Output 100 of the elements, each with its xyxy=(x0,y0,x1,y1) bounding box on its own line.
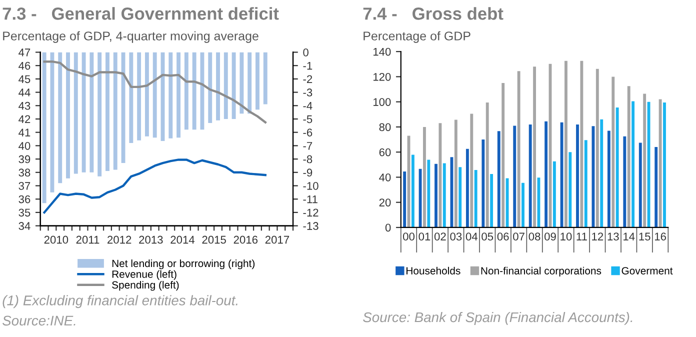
bar xyxy=(643,94,646,228)
source-note: Source:INE. xyxy=(2,316,76,326)
bar xyxy=(654,147,658,228)
bar xyxy=(616,107,619,228)
bar xyxy=(568,152,572,228)
text: (1) Excluding financial entities bail-out. xyxy=(2,295,238,308)
legend-label: Goverment xyxy=(622,267,673,274)
chart-title: 7.4 - Gross debt xyxy=(363,7,504,20)
bar xyxy=(490,174,494,228)
x-tick-label: 13 xyxy=(608,232,619,240)
x-tick-label: 15 xyxy=(639,232,650,240)
y2-tick-label: -8 xyxy=(303,155,312,164)
y2-tick-label: -13 xyxy=(303,222,318,230)
y-tick-label: 40 xyxy=(18,142,30,150)
x-tick-label: 10 xyxy=(560,232,572,240)
y-tick-label: 80 xyxy=(379,123,391,132)
y-tick-label: 44 xyxy=(18,88,30,96)
chart-title: 7.3 - General Government deficit xyxy=(2,7,279,20)
y2-tick-label: -7 xyxy=(303,142,312,150)
y-tick-label: 40 xyxy=(379,173,391,182)
bar xyxy=(528,124,532,228)
bar xyxy=(474,170,478,228)
x-tick-label: 02 xyxy=(434,232,446,240)
x-tick-label: 2014 xyxy=(170,236,195,244)
bar xyxy=(466,148,469,228)
y-tick-label: 38 xyxy=(18,168,30,177)
y-tick-label: 45 xyxy=(18,75,30,84)
bar xyxy=(522,182,524,228)
y-tick-label: 0 xyxy=(385,224,391,232)
x-tick-label: 06 xyxy=(497,232,509,240)
y-tick-label: 20 xyxy=(379,198,391,206)
x-tick-label: 2012 xyxy=(108,236,132,244)
bar xyxy=(423,126,426,228)
bar xyxy=(438,123,442,228)
bar xyxy=(627,86,630,228)
legend-label: Spending (left) xyxy=(112,280,179,291)
x-tick-label: 00 xyxy=(403,232,414,240)
bar xyxy=(418,168,422,228)
x-tick-label: 2011 xyxy=(76,236,100,244)
bar xyxy=(458,167,462,228)
legend-label: Net lending or borrowing (right) xyxy=(112,259,255,270)
y-tick-label: 100 xyxy=(373,98,391,106)
y-tick-label: 36 xyxy=(18,195,30,204)
bar xyxy=(502,82,505,228)
bar xyxy=(434,164,438,228)
x-tick-label: 2015 xyxy=(202,236,226,244)
y2-tick-label: -6 xyxy=(303,128,312,136)
bar xyxy=(482,140,485,228)
y2-tick-label: -3 xyxy=(303,88,312,96)
y-tick-label: 46 xyxy=(18,62,30,70)
bar xyxy=(427,160,430,228)
legend-label: Households xyxy=(406,266,460,274)
bar xyxy=(596,68,599,228)
y2-tick-label: -1 xyxy=(303,62,312,70)
source-note: Source: Bank of Spain (Financial Accounts). xyxy=(363,312,632,325)
y-tick-label: 47 xyxy=(18,48,30,56)
bar xyxy=(513,126,516,228)
bar xyxy=(638,142,642,228)
line-series xyxy=(43,158,266,214)
y2-tick-label: -11 xyxy=(303,195,318,204)
y-tick-label: 39 xyxy=(18,155,30,164)
y-tick-label: 140 xyxy=(373,48,391,56)
y-tick-label: 120 xyxy=(373,72,391,81)
bar xyxy=(411,154,414,228)
y2-tick-label: -10 xyxy=(303,182,318,190)
bar xyxy=(544,121,548,228)
bar xyxy=(623,136,626,228)
bar xyxy=(584,140,588,228)
y2-tick-label: -2 xyxy=(303,75,312,83)
x-tick-label: 04 xyxy=(466,232,478,240)
y2-tick-label: 0 xyxy=(303,48,308,56)
y-tick-label: 42 xyxy=(18,115,30,124)
bar xyxy=(564,60,568,228)
bar xyxy=(576,124,579,228)
y2-tick-label: -12 xyxy=(303,208,318,216)
bar xyxy=(600,119,604,228)
legend-label: Non-financial corporations xyxy=(481,266,602,277)
bar xyxy=(552,161,556,228)
bar xyxy=(612,76,615,228)
bar xyxy=(486,102,489,228)
x-tick-label: 2010 xyxy=(44,236,68,244)
bar xyxy=(470,114,474,228)
bar xyxy=(442,163,446,228)
x-tick-label: 08 xyxy=(528,232,540,240)
y-tick-label: 35 xyxy=(18,208,30,217)
x-tick-label: 2016 xyxy=(234,236,258,244)
x-tick-label: 11 xyxy=(576,232,587,240)
line-series xyxy=(43,60,266,124)
y-tick-label: 43 xyxy=(18,102,30,110)
y-tick-label: 60 xyxy=(379,148,391,156)
legend-label: Revenue (left) xyxy=(112,270,176,280)
bar xyxy=(607,130,610,228)
bar xyxy=(454,120,458,228)
x-tick-label: 2013 xyxy=(139,236,163,244)
x-tick-label: 09 xyxy=(544,232,556,240)
y-tick-label: 37 xyxy=(18,182,30,190)
y2-tick-label: -5 xyxy=(303,115,312,124)
x-tick-label: 05 xyxy=(482,232,494,240)
bar xyxy=(403,172,406,228)
bar xyxy=(497,131,500,228)
